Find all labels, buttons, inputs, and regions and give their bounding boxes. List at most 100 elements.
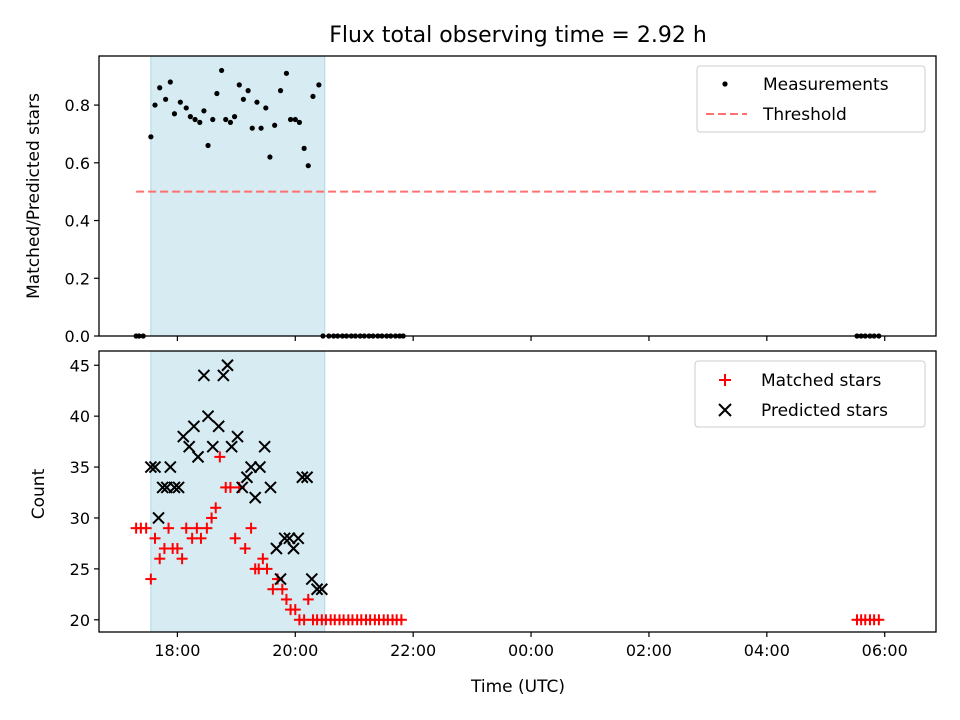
matched-star-point	[245, 522, 257, 534]
measurement-point	[254, 99, 260, 105]
measurement-point	[272, 122, 278, 128]
matched-star-point	[163, 522, 175, 534]
measurement-point	[157, 85, 163, 91]
x-tick-label: 04:00	[744, 641, 790, 660]
bottom-panel-x-ticks: 18:00 20:00 22:00 00:00 02:00 04:00 06:00	[154, 632, 908, 660]
predicted-star-stroke-b	[305, 572, 318, 586]
matched-star-point	[195, 532, 207, 544]
bottom-panel-y-ticks: 20 25 30 35 40 45	[70, 356, 99, 630]
measurement-point	[245, 88, 251, 94]
predicted-star-point	[197, 369, 211, 382]
predicted-star-stroke-b	[278, 532, 291, 545]
predicted-star-stroke-b	[287, 542, 300, 555]
y-tick-label: 40	[70, 407, 90, 426]
predicted-star-point	[305, 572, 318, 586]
measurement-point	[197, 119, 203, 125]
top-panel-frame	[98, 55, 937, 337]
x-axis-label: Time (UTC)	[470, 677, 565, 697]
matched-star-point	[154, 553, 166, 565]
measurement-point	[240, 96, 247, 102]
measurement-point	[283, 70, 290, 76]
measurement-point	[292, 116, 298, 123]
x-tick-label: 20:00	[272, 641, 318, 660]
predicted-star-stroke-b	[283, 532, 296, 545]
measurement-point	[219, 67, 225, 74]
matched-star-point	[289, 604, 301, 616]
matched-star-point	[873, 614, 885, 626]
measurement-point	[316, 82, 322, 88]
predicted-star-point	[177, 430, 190, 443]
predicted-star-stroke-b	[217, 369, 230, 382]
y-tick-label: 35	[70, 458, 90, 477]
measurement-point	[148, 134, 154, 140]
measurement-point	[183, 105, 189, 111]
predicted-star-point	[244, 460, 258, 474]
predicted-star-stroke-b	[264, 481, 277, 494]
top-panel-x-ticks	[176, 336, 886, 341]
predicted-star-stroke-b	[212, 420, 225, 433]
measurement-point	[223, 116, 229, 123]
predicted-star-point	[300, 471, 314, 484]
predicted-star-point	[287, 542, 300, 555]
predicted-star-point	[221, 359, 234, 372]
bottom-panel-legend: Matched stars Predicted stars	[694, 360, 926, 428]
measurement-point	[263, 105, 269, 111]
matched-star-point	[191, 522, 203, 534]
measurement-point	[210, 116, 216, 123]
bottom-panel-legend-box	[694, 360, 926, 428]
predicted-star-stroke-b	[221, 359, 234, 372]
matched-star-point	[171, 543, 183, 555]
predicted-star-stroke-b	[244, 460, 258, 474]
matched-star-point	[229, 532, 241, 544]
legend-predicted-label: Predicted stars	[761, 401, 888, 421]
y-tick-label: 20	[70, 611, 90, 630]
predicted-star-stroke-b	[236, 481, 249, 494]
measurement-point	[167, 79, 173, 85]
y-tick-label: 45	[70, 356, 90, 375]
predicted-star-stroke-b	[248, 491, 262, 504]
x-tick-label: 18:00	[154, 641, 200, 660]
predicted-star-point	[248, 491, 262, 504]
predicted-star-point	[191, 450, 205, 464]
measurement-point	[305, 163, 311, 169]
predicted-star-stroke-b	[168, 481, 181, 494]
legend-matched-marker	[719, 374, 731, 386]
predicted-star-point	[258, 440, 271, 453]
matched-star-point	[257, 553, 269, 565]
measurement-point	[301, 145, 307, 151]
predicted-star-point	[310, 583, 324, 596]
predicted-star-stroke-b	[300, 471, 314, 484]
predicted-star-point	[206, 440, 219, 453]
predicted-star-point	[270, 542, 283, 555]
x-tick-label: 06:00	[862, 641, 908, 660]
y-tick-label: 30	[70, 509, 90, 528]
measurement-point	[152, 102, 158, 108]
y-tick-label: 0.2	[65, 269, 90, 288]
predicted-star-stroke-b	[201, 409, 215, 423]
predicted-star-point	[292, 532, 305, 545]
matched-star-point	[280, 593, 292, 605]
predicted-star-point	[274, 572, 287, 586]
y-tick-label: 0.8	[65, 96, 90, 115]
predicted-star-point	[152, 511, 165, 525]
measurement-point	[171, 111, 178, 117]
measurement-point	[287, 116, 294, 123]
matched-star-point	[145, 573, 157, 585]
top-panel-marks	[133, 67, 882, 339]
predicted-star-stroke-b	[225, 440, 238, 453]
predicted-star-point	[212, 420, 225, 433]
matched-star-point	[140, 522, 152, 534]
predicted-star-point	[253, 460, 267, 474]
predicted-star-point	[264, 481, 277, 494]
predicted-star-point	[168, 481, 181, 494]
matched-star-point	[276, 583, 288, 595]
matched-star-point	[206, 512, 218, 524]
y-tick-label: 0.4	[65, 212, 90, 231]
matched-star-point	[395, 614, 407, 626]
predicted-star-point	[148, 460, 162, 474]
matched-star-point	[302, 593, 314, 605]
matched-star-point	[267, 583, 279, 595]
legend-measurements-marker	[722, 81, 728, 87]
matched-star-point	[180, 522, 192, 534]
bottom-panel: 18:00 20:00 22:00 00:00 02:00 04:00 06:00 20 25…	[29, 350, 937, 697]
